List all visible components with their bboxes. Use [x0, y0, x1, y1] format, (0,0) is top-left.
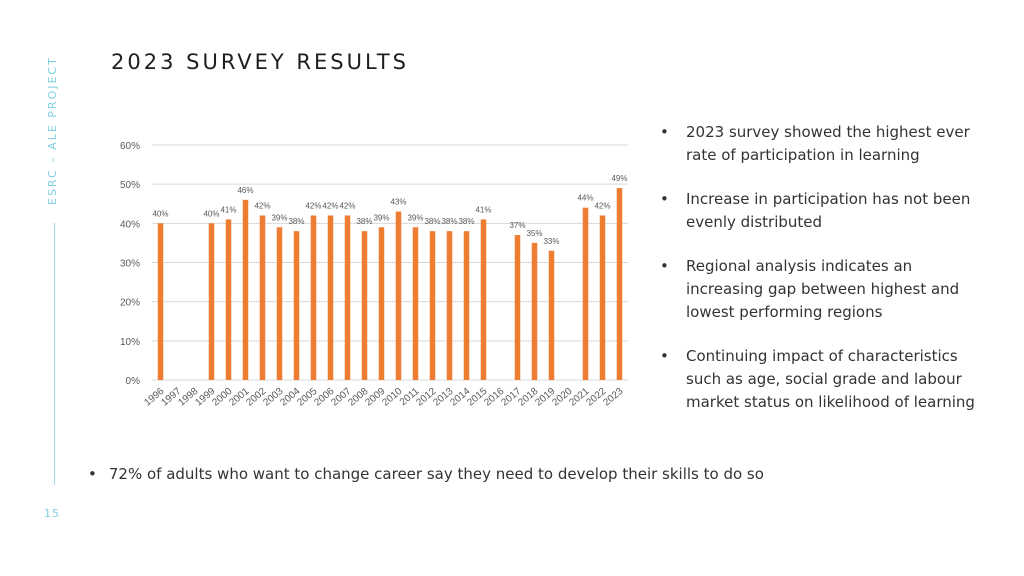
bullet-dot: •	[88, 465, 97, 483]
bar	[225, 219, 232, 380]
bar	[480, 219, 487, 380]
data-label: 41%	[220, 205, 236, 214]
data-label: 38%	[288, 217, 304, 226]
bar	[361, 231, 368, 380]
bar	[378, 227, 385, 380]
bar	[599, 215, 606, 380]
data-label: 46%	[237, 186, 253, 195]
bar	[242, 199, 249, 380]
participation-bar-chart: 0%10%20%30%40%50%60%40%19961997199840%19…	[120, 141, 628, 409]
finding-item: 2023 survey showed the highest ever rate…	[660, 121, 990, 167]
data-label: 39%	[373, 213, 389, 222]
y-tick-label: 40%	[120, 219, 140, 230]
bar	[429, 231, 436, 380]
data-label: 49%	[611, 174, 627, 183]
bar	[259, 215, 266, 380]
data-label: 39%	[407, 213, 423, 222]
data-label: 41%	[475, 205, 491, 214]
page-number: 15	[44, 507, 60, 520]
data-label: 42%	[305, 202, 321, 211]
side-divider	[54, 223, 55, 485]
data-label: 39%	[271, 213, 287, 222]
data-label: 42%	[322, 202, 338, 211]
x-tick-label: 2023	[601, 386, 625, 409]
y-tick-label: 10%	[120, 337, 140, 348]
bar	[548, 250, 555, 380]
bar	[616, 188, 623, 380]
bar	[327, 215, 334, 380]
finding-item: Regional analysis indicates an increasin…	[660, 255, 990, 324]
data-label: 38%	[424, 217, 440, 226]
data-label: 40%	[152, 209, 168, 218]
data-label: 35%	[526, 229, 542, 238]
finding-item: Increase in participation has not been e…	[660, 188, 990, 234]
data-label: 43%	[390, 198, 406, 207]
career-change-note: • 72% of adults who want to change career…	[88, 465, 764, 483]
y-tick-label: 60%	[120, 141, 140, 152]
bar	[531, 242, 538, 380]
y-tick-label: 50%	[120, 180, 140, 191]
bar	[514, 235, 521, 380]
bar	[412, 227, 419, 380]
finding-item: Continuing impact of characteristics suc…	[660, 345, 990, 414]
project-label: ESRC – ALE PROJECT	[46, 56, 59, 205]
data-label: 40%	[203, 209, 219, 218]
bar	[276, 227, 283, 380]
y-tick-label: 0%	[126, 376, 141, 387]
bar	[310, 215, 317, 380]
data-label: 42%	[254, 202, 270, 211]
slide-title: 2023 SURVEY RESULTS	[111, 50, 409, 74]
data-label: 37%	[509, 221, 525, 230]
bar	[446, 231, 453, 380]
findings-list: 2023 survey showed the highest ever rate…	[660, 121, 990, 435]
data-label: 33%	[543, 237, 559, 246]
data-label: 38%	[458, 217, 474, 226]
data-label: 42%	[339, 202, 355, 211]
bar	[463, 231, 470, 380]
data-label: 38%	[356, 217, 372, 226]
data-label: 42%	[594, 202, 610, 211]
data-label: 44%	[577, 194, 593, 203]
data-label: 38%	[441, 217, 457, 226]
bar	[395, 211, 402, 380]
bar	[582, 207, 589, 380]
y-tick-label: 30%	[120, 259, 140, 270]
bar	[293, 231, 300, 380]
career-change-text: 72% of adults who want to change career …	[108, 465, 764, 483]
y-tick-label: 20%	[120, 298, 140, 309]
bar	[344, 215, 351, 380]
bar	[157, 223, 164, 380]
bar	[208, 223, 215, 380]
